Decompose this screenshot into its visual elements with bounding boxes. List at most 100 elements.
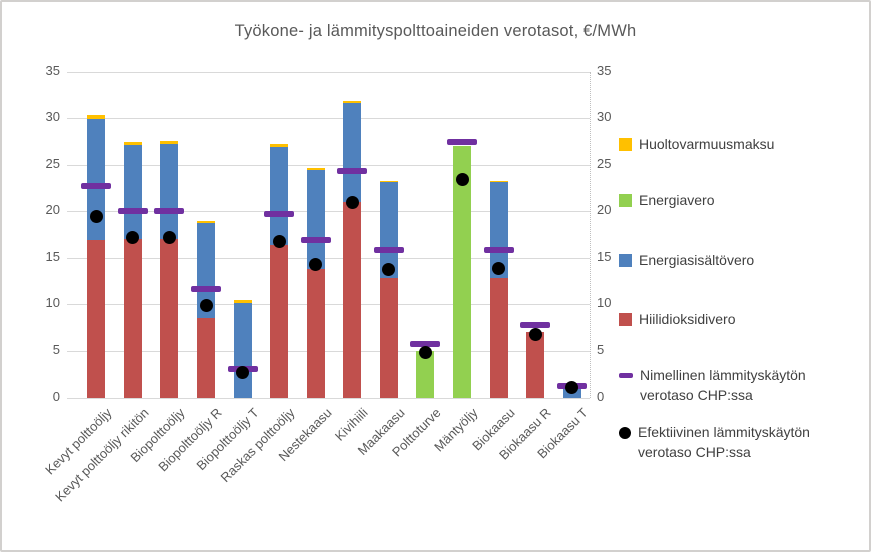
dot-marker-icon (619, 427, 631, 439)
effective-chp-marker (89, 210, 103, 224)
y-axis-label-right: 15 (597, 248, 612, 264)
bar-segment-huoltovarmuusmaksu (160, 141, 179, 145)
bar-segment-energiasis-lt-vero (270, 147, 289, 245)
bar-segment-huoltovarmuusmaksu (270, 144, 289, 147)
bar-segment-energiavero (416, 351, 435, 398)
bar-segment-hiilidioksidivero (489, 278, 508, 398)
legend-item-nimellinen-verotaso: Nimellinen lämmityskäytön verotaso CHP:s… (619, 366, 848, 406)
bar-segment-hiilidioksidivero (160, 239, 179, 398)
effective-chp-marker (345, 196, 359, 210)
dash-marker-icon (619, 373, 633, 378)
bar-segment-energiasis-lt-vero (343, 103, 362, 202)
effective-chp-marker (528, 327, 542, 341)
y-axis-label-left: 25 (45, 155, 60, 171)
legend-item-huoltovarmuusmaksu: Huoltovarmuusmaksu (619, 135, 774, 155)
gridline (67, 257, 590, 259)
effective-chp-marker (418, 346, 432, 360)
y-axis-label-right: 0 (597, 388, 605, 404)
bar-segment-huoltovarmuusmaksu (87, 115, 106, 119)
gridline (67, 211, 590, 213)
bar-segment-hiilidioksidivero (526, 332, 545, 398)
bar-segment-hiilidioksidivero (306, 269, 325, 398)
bar-segment-energiasis-lt-vero (233, 302, 252, 398)
y-axis-label-left: 15 (45, 248, 60, 264)
y-axis-label-right: 35 (597, 62, 612, 78)
bar-segment-hiilidioksidivero (270, 244, 289, 398)
x-axis-label: Kevyt polttoöljy (42, 405, 115, 478)
bar-segment-energiasis-lt-vero (123, 145, 142, 240)
bar-segment-energiasis-lt-vero (160, 144, 179, 240)
gridline (67, 304, 590, 306)
gridline (67, 164, 590, 166)
y-axis-label-left: 35 (45, 62, 60, 78)
legend-item-energiasisaltovero: Energiasisältövero (619, 251, 754, 271)
bar-segment-huoltovarmuusmaksu (306, 168, 325, 171)
y-axis-label-right: 20 (597, 202, 612, 218)
y-axis-label-left: 20 (45, 202, 60, 218)
effective-chp-marker (162, 230, 176, 244)
legend-item-energiavero: Energiavero (619, 191, 715, 211)
nominal-chp-marker (191, 285, 221, 292)
nominal-chp-marker (447, 139, 477, 146)
huoltovarmuusmaksu-swatch-icon (619, 138, 632, 151)
gridline (67, 397, 590, 399)
legend-item-hiilidioksidivero: Hiilidioksidivero (619, 310, 735, 330)
energiavero-swatch-icon (619, 194, 632, 207)
chart-title: Työkone- ja lämmityspolttoaineiden verot… (234, 22, 637, 40)
effective-chp-marker (272, 234, 286, 248)
bar-segment-energiavero (453, 146, 471, 398)
effective-chp-marker (565, 380, 579, 394)
bar-segment-huoltovarmuusmaksu (343, 101, 362, 104)
nominal-chp-marker (300, 237, 331, 244)
bar-segment-huoltovarmuusmaksu (489, 180, 508, 182)
nominal-chp-marker (81, 183, 112, 190)
nominal-chp-marker (483, 247, 514, 254)
bar-segment-energiasis-lt-vero (197, 223, 215, 319)
legend-item-efektiivinen-verotaso: Efektiivinen lämmityskäytön verotaso CHP… (619, 423, 846, 463)
bar-segment-energiasis-lt-vero (306, 170, 325, 270)
bar-segment-huoltovarmuusmaksu (379, 180, 398, 182)
legend-label: Huoltovarmuusmaksu (639, 136, 775, 152)
nominal-chp-marker (154, 208, 185, 215)
bar-segment-energiasis-lt-vero (87, 119, 106, 241)
legend-label: Efektiivinen lämmityskäytön verotaso CHP… (638, 424, 810, 460)
legend: Huoltovarmuusmaksu Energiavero Energiasi… (619, 2, 869, 550)
bar-segment-hiilidioksidivero (123, 239, 142, 398)
hiilidioksidivero-swatch-icon (619, 313, 632, 326)
effective-chp-marker (126, 230, 140, 244)
effective-chp-marker (382, 262, 396, 276)
bar-segment-hiilidioksidivero (343, 201, 362, 398)
plot-right-border (590, 71, 591, 398)
bar-segment-energiasis-lt-vero (379, 181, 398, 279)
bar-segment-hiilidioksidivero (197, 318, 215, 398)
legend-label: Nimellinen lämmityskäytön verotaso CHP:s… (640, 367, 806, 403)
y-axis-label-right: 5 (597, 342, 605, 357)
y-axis-label-left: 5 (52, 342, 60, 357)
bar-segment-hiilidioksidivero (87, 240, 106, 398)
bar-segment-huoltovarmuusmaksu (197, 220, 215, 224)
y-axis-label-right: 25 (597, 155, 612, 171)
legend-label: Energiasisältövero (639, 252, 755, 268)
y-axis-label-right: 30 (597, 109, 612, 125)
nominal-chp-marker (373, 247, 404, 254)
bar-segment-energiasis-lt-vero (489, 181, 508, 279)
nominal-chp-marker (337, 168, 368, 175)
effective-chp-marker (236, 365, 250, 379)
nominal-chp-marker (410, 340, 441, 347)
gridline (67, 351, 590, 352)
effective-chp-marker (455, 173, 469, 187)
y-axis-label-left: 0 (52, 388, 60, 404)
legend-label: Hiilidioksidivero (639, 311, 736, 327)
nominal-chp-marker (520, 321, 551, 328)
energiasisaltovero-swatch-icon (619, 254, 632, 267)
y-axis-label-right: 10 (597, 295, 612, 311)
bar-segment-hiilidioksidivero (379, 278, 398, 398)
bar-segment-huoltovarmuusmaksu (123, 142, 142, 146)
legend-label: Energiavero (639, 192, 715, 208)
nominal-chp-marker (117, 208, 148, 215)
bar-segment-huoltovarmuusmaksu (233, 299, 252, 303)
y-axis-label-left: 10 (45, 295, 60, 311)
y-axis-label-left: 30 (45, 109, 60, 125)
